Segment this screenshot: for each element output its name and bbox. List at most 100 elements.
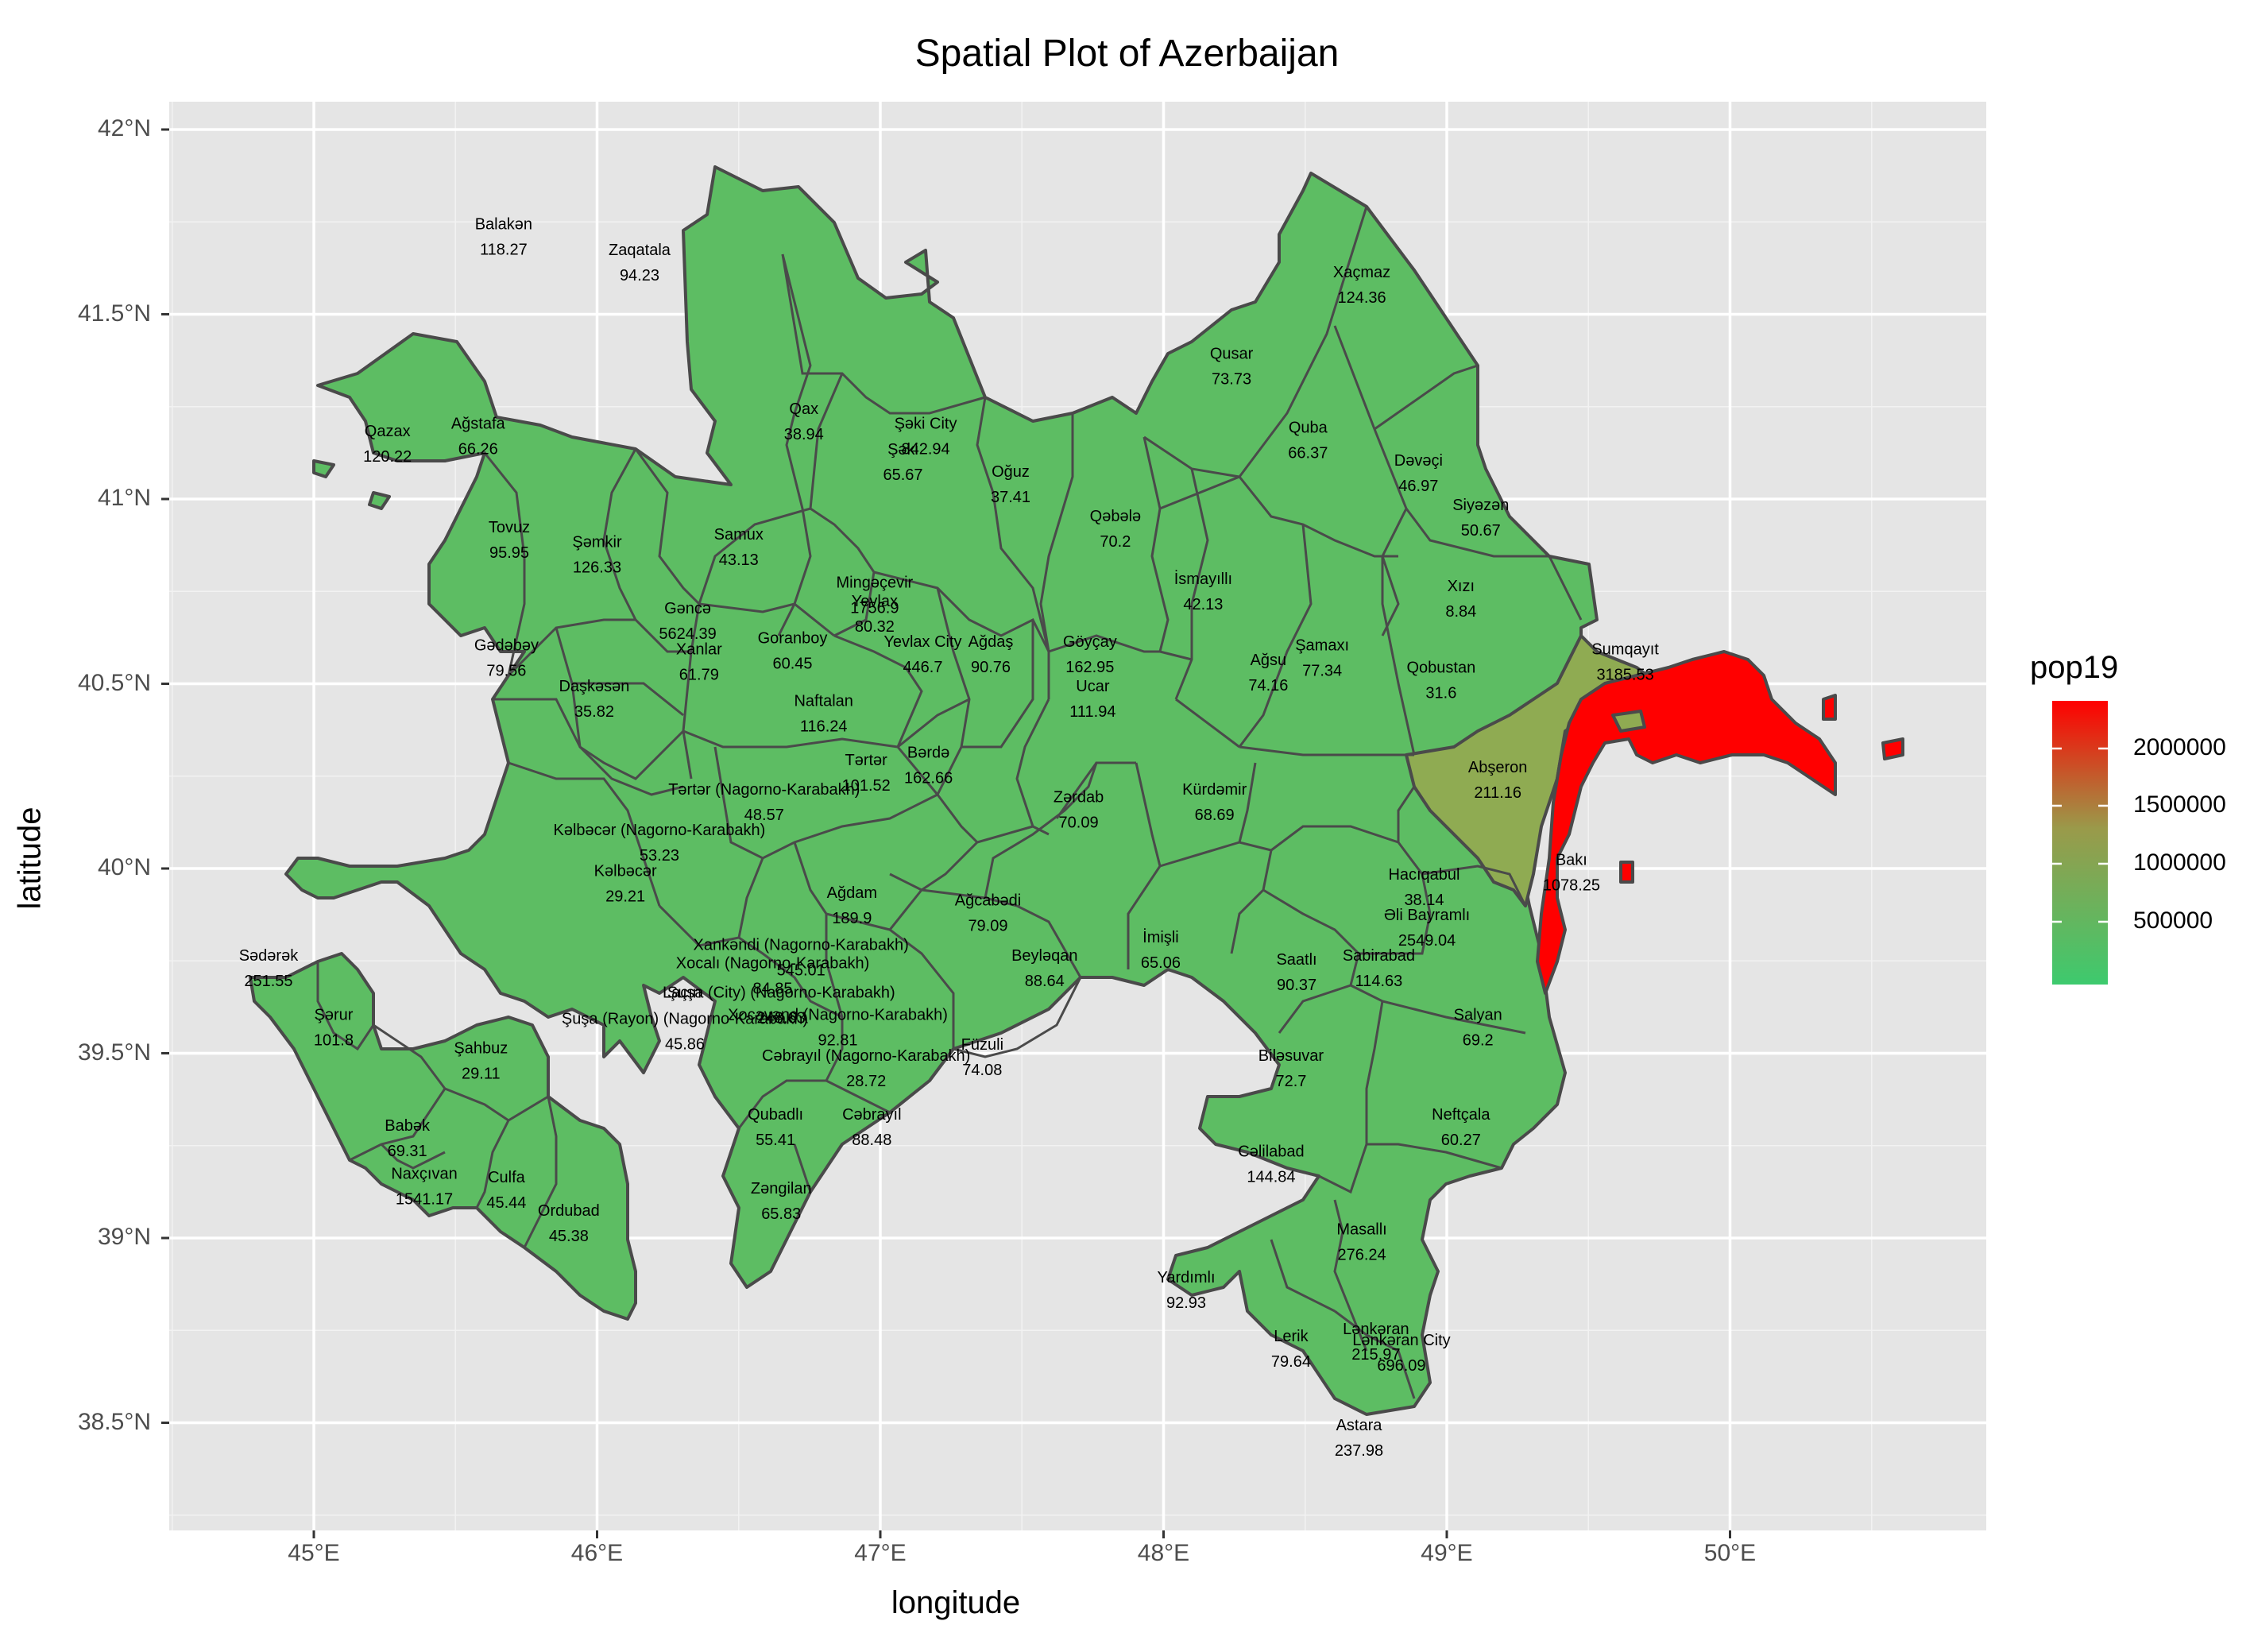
region-label: Qəbələ 70.2: [1090, 508, 1142, 551]
region-name: Hacıqabul: [1388, 866, 1459, 884]
region-value: 48.57: [744, 807, 784, 824]
region-value: 46.97: [1398, 478, 1438, 495]
region-name: Cəbrayıl: [842, 1106, 901, 1124]
region-label: Şəki City 842.94: [895, 416, 957, 458]
y-tick-label: 41°N: [97, 485, 151, 511]
chart-title: Spatial Plot of Azerbaijan: [914, 33, 1340, 75]
region-value: 50.67: [1461, 522, 1501, 540]
region-label: Balakən 118.27: [475, 216, 532, 259]
region-value: 69.31: [388, 1143, 427, 1160]
region-name: Xanlar: [676, 640, 722, 658]
region-value: 92.93: [1166, 1294, 1206, 1312]
region-label: Tərtər 101.52: [842, 752, 891, 795]
region-value: 276.24: [1337, 1246, 1386, 1263]
region-name: Neftçala: [1432, 1106, 1490, 1124]
region-name: Masallı: [1336, 1221, 1386, 1238]
region-value: 101.8: [314, 1032, 354, 1050]
region-name: Qəbələ: [1090, 508, 1142, 525]
region-label: Şəmkir 126.33: [572, 533, 622, 576]
region-value: 79.09: [968, 917, 1007, 934]
region-name: Ordubad: [538, 1202, 600, 1220]
region-label: Siyəzən 50.67: [1452, 497, 1509, 540]
x-tick-label: 46°E: [570, 1540, 624, 1566]
region-value: 77.34: [1302, 663, 1342, 680]
region-value: 72.7: [1275, 1073, 1306, 1090]
region-label: Qusar 73.73: [1210, 345, 1254, 388]
region-value: 60.27: [1441, 1132, 1481, 1149]
region-name: Qazax: [365, 423, 411, 440]
region-label: Tərtər (Nagorno-Karabakh) 48.57: [668, 781, 860, 824]
region-label: Ucar 111.94: [1069, 678, 1115, 721]
region-label: Lənkəran 215.97: [1343, 1321, 1409, 1364]
region-value: 37.41: [991, 489, 1030, 506]
region-name: Xocalı (Nagorno-Karabakh): [676, 955, 869, 973]
region-value: 88.64: [1025, 973, 1065, 990]
region-name: Laçın: [663, 985, 702, 1002]
region-label: Ağdaş 90.76: [968, 633, 1014, 676]
region-value: 126.33: [573, 559, 621, 576]
region-value: 38.14: [1404, 892, 1444, 909]
region-label: Sədərək 251.55: [239, 947, 299, 990]
region-label: Goranboy 60.45: [758, 629, 828, 672]
region-name: Abşeron: [1468, 759, 1528, 776]
region-name: Şərur: [315, 1007, 354, 1024]
region-name: Zəngilan: [751, 1180, 812, 1197]
region-value: 35.82: [574, 703, 614, 721]
region-value: 94.23: [620, 267, 659, 284]
region-label: Naftalan 116.24: [794, 692, 853, 735]
region-value: 120.22: [363, 448, 412, 466]
region-label: Zəngilan 65.83: [751, 1180, 812, 1223]
region-label: Oğuz 37.41: [991, 463, 1030, 506]
x-tick-label: 50°E: [1703, 1540, 1757, 1566]
region-name: Kəlbəcər: [594, 862, 657, 880]
region-value: 79.56: [486, 663, 526, 680]
region-value: 66.37: [1288, 444, 1328, 462]
region-value: 842.94: [901, 441, 949, 458]
region-name: Lerik: [1274, 1328, 1309, 1345]
island-1: [1881, 737, 1904, 760]
region-label: İsmayıllı 42.13: [1174, 570, 1232, 613]
region-name: Saatlı: [1276, 951, 1316, 969]
region-value: 446.7: [903, 659, 942, 676]
region-label: Qax 38.94: [784, 400, 824, 443]
region-name: Naxçıvan: [391, 1166, 457, 1183]
baku-region: [1536, 650, 1837, 995]
region-label: Bərdə 162.66: [904, 744, 953, 787]
region-value: 1541.17: [396, 1191, 453, 1209]
region-value: 28.72: [846, 1073, 886, 1090]
region-value: 101.52: [842, 777, 891, 795]
region-name: Ağdaş: [968, 633, 1014, 651]
region-name: Göyçay: [1063, 633, 1117, 651]
region-label: Xızı 8.84: [1445, 578, 1476, 621]
region-name: Tovuz: [489, 519, 530, 536]
region-name: Qax: [789, 400, 818, 418]
region-label: Göyçay 162.95: [1063, 633, 1117, 676]
region-label: Sumqayıt 3185.53: [1591, 640, 1659, 683]
region-label: İmişli 65.06: [1141, 928, 1181, 972]
region-name: Dəvəçi: [1394, 452, 1443, 470]
mainland-outline: [284, 165, 1599, 1416]
region-value: 73.73: [1212, 370, 1251, 388]
region-value: 45.38: [549, 1228, 589, 1245]
region-value: 29.11: [462, 1065, 501, 1082]
region-name: Cəbrayıl (Nagorno-Karabakh): [762, 1047, 970, 1065]
region-label: Ağcabədi 79.09: [955, 892, 1021, 934]
region-name: Xocavənd (Nagorno-Karabakh): [728, 1007, 948, 1024]
x-tick-label: 49°E: [1421, 1540, 1473, 1566]
region-value: 114.63: [1355, 973, 1403, 990]
region-label: Zaqatala 94.23: [609, 242, 671, 284]
internal-borders: [316, 206, 1583, 1399]
region-label: Ağdam 189.9: [827, 884, 877, 927]
region-value: 124.36: [1337, 289, 1386, 307]
region-label: Tovuz 95.95: [489, 519, 530, 562]
region-value: 90.37: [1277, 977, 1316, 994]
region-value: 189.9: [832, 910, 872, 927]
region-label: Laçın: [663, 985, 702, 1002]
region-name: Siyəzən: [1452, 497, 1509, 514]
region-value: 251.55: [244, 973, 292, 990]
region-name: Şuşa (Rayon) (Nagorno-Karabakh): [562, 1010, 808, 1027]
region-label: Yevlax 80.32: [852, 593, 898, 636]
region-label: Yevlax City 446.7: [883, 633, 961, 676]
region-label: Masallı 276.24: [1336, 1221, 1386, 1263]
region-name: Mingəçevir: [837, 575, 914, 592]
